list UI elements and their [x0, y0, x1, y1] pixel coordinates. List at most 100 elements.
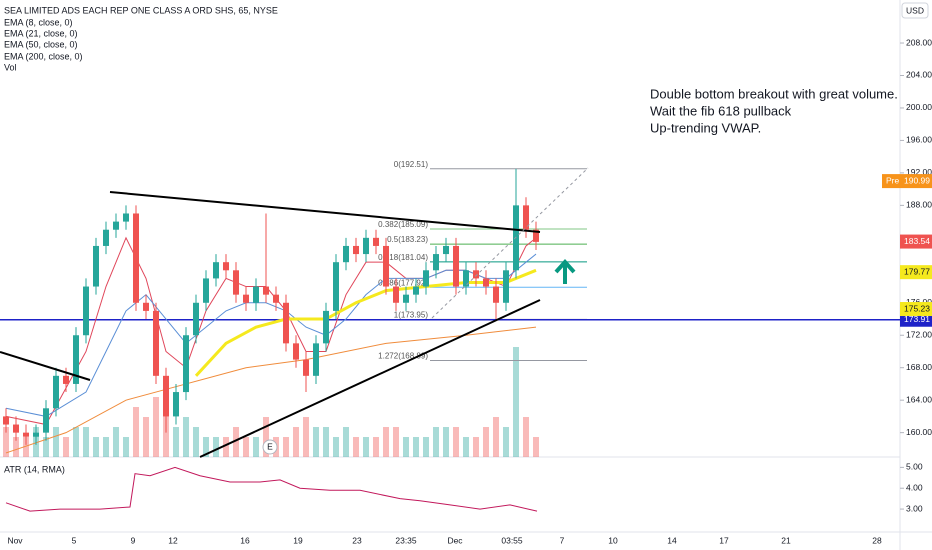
x-tick-label: 16: [240, 535, 250, 545]
volume-bar: [523, 417, 529, 457]
candle-body: [73, 335, 79, 384]
fib-label: 0(192.51): [394, 160, 429, 169]
arrow-up: [554, 259, 576, 284]
volume-bar: [203, 437, 209, 457]
atr-line: [5, 466, 538, 512]
volume-bar: [363, 437, 369, 457]
x-tick-label: 5: [72, 535, 77, 545]
volume-bar: [133, 407, 139, 457]
candle-body: [283, 302, 289, 344]
candle-body: [153, 310, 159, 376]
candle-body: [323, 310, 329, 344]
event-marker[interactable]: E: [267, 441, 273, 451]
candle-body: [483, 278, 489, 287]
volume-bar: [173, 427, 179, 457]
x-tick-label: 21: [781, 535, 791, 545]
candle-body: [533, 229, 539, 242]
candle-body: [363, 237, 369, 255]
volume-bar: [293, 427, 299, 457]
marks: 0(192.51) 0.382(185.09) 0.5(183.23) 0.618(1…: [0, 160, 900, 512]
x-tick-label: 03:55: [501, 535, 523, 545]
volume-bar: [393, 427, 399, 457]
candle-body: [463, 270, 469, 287]
indicator-label: Vol: [4, 62, 17, 72]
indicator-label: EMA (8, close, 0): [4, 17, 73, 27]
event-circle[interactable]: [262, 439, 278, 455]
candle-body: [13, 424, 19, 433]
candle-body: [183, 335, 189, 393]
volume-bar: [113, 427, 119, 457]
fib-label: 1(173.95): [394, 311, 429, 320]
candle-body: [213, 262, 219, 279]
y-tick-label: 188.00: [906, 200, 932, 210]
x-tick-label: Dec: [447, 535, 463, 545]
title: SEA LIMITED ADS EACH REP ONE CLASS A ORD…: [4, 5, 278, 15]
x-tick-label: Nov: [7, 535, 23, 545]
badge-prefix: Pre: [886, 175, 900, 185]
volume-bar: [263, 417, 269, 457]
volume-bar: [123, 437, 129, 457]
candle-body: [373, 237, 379, 246]
fib-label: 0.5(183.23): [387, 235, 428, 244]
volume-bar: [383, 427, 389, 457]
y-tick-label: 5.00: [906, 462, 923, 472]
fib-label: 0.786(177.92): [378, 278, 428, 287]
volume-bar: [533, 437, 539, 457]
price-badge-label: 175.23: [904, 303, 930, 313]
y-tick-label: 204.00: [906, 70, 932, 80]
fib-label: 1.272(168.89): [378, 352, 428, 361]
candle-body: [203, 278, 209, 303]
volume-bar: [313, 427, 319, 457]
volume-bar: [253, 437, 259, 457]
candle-body: [83, 286, 89, 336]
candle-body: [253, 286, 259, 303]
y-tick-label: 172.00: [906, 329, 932, 339]
candle-body: [53, 375, 59, 409]
candle-body: [173, 392, 179, 417]
candle-body: [503, 270, 509, 303]
candle-body: [193, 302, 199, 336]
volume-bar: [413, 437, 419, 457]
candle-body: [313, 343, 319, 376]
indicator-label: EMA (21, close, 0): [4, 28, 78, 38]
annotation: Double bottom breakout with great volume…: [650, 86, 898, 101]
fib-label: 0.382(185.09): [378, 220, 428, 229]
fib-label: 0.618(181.04): [378, 253, 428, 262]
candle-body: [3, 416, 9, 425]
candle-body: [103, 229, 109, 246]
price-badge-label: 173.91: [904, 314, 930, 324]
x-tick-label: 14: [667, 535, 677, 545]
candle-body: [443, 245, 449, 255]
candle-body: [263, 286, 269, 295]
volume-bar: [493, 417, 499, 457]
candle-body: [93, 245, 99, 287]
candle-body: [473, 270, 479, 279]
candle-body: [113, 221, 119, 230]
currency-box: [901, 2, 929, 19]
volume-bar: [303, 417, 309, 457]
volume-bar: [213, 437, 219, 457]
y-tick-label: 196.00: [906, 135, 932, 145]
y-tick-label: 200.00: [906, 102, 932, 112]
volume-bar: [233, 427, 239, 457]
candle-body: [143, 302, 149, 311]
volume-bar: [403, 437, 409, 457]
volume-bar: [243, 437, 249, 457]
ema-line: [194, 268, 537, 377]
candle-body: [393, 286, 399, 303]
price-badge: [882, 174, 932, 189]
y-tick-label: 208.00: [906, 37, 932, 47]
volume-bar: [483, 427, 489, 457]
candle-body: [523, 205, 529, 230]
candle-body: [273, 294, 279, 303]
volume-bar: [473, 437, 479, 457]
price-badge: [900, 302, 932, 317]
price-badge: [900, 312, 932, 327]
volume-bar: [93, 437, 99, 457]
x-tick-label: 7: [560, 535, 565, 545]
candle-body: [423, 270, 429, 287]
volume-bar: [53, 427, 59, 457]
trendline: [0, 351, 91, 381]
y-tick-label: 164.00: [906, 394, 932, 404]
